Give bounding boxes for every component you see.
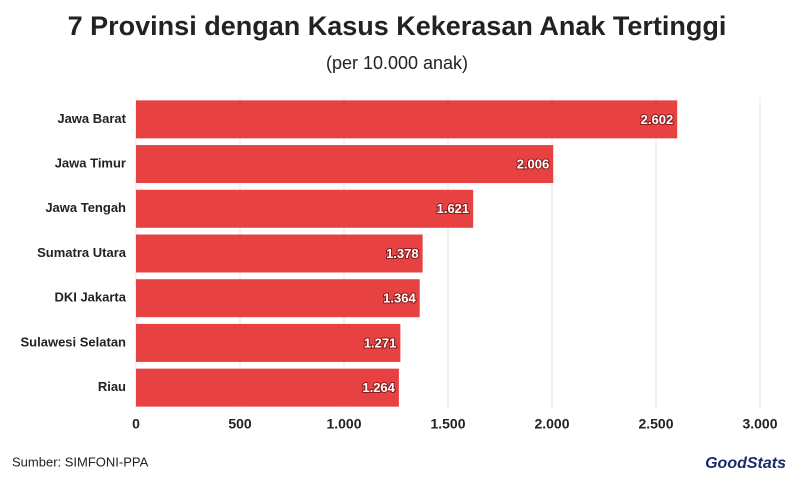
y-tick-label: Riau: [98, 379, 126, 394]
source: Sumber: SIMFONI-PPA: [12, 454, 149, 469]
x-tick-label: 3.000: [742, 416, 777, 432]
value-label: 1.264: [362, 380, 395, 395]
value-label: 2.006: [517, 157, 550, 172]
bar: [136, 368, 399, 407]
x-tick-label: 500: [228, 416, 252, 432]
value-label: 1.364: [383, 291, 416, 306]
y-tick-label: Sumatra Utara: [37, 245, 127, 260]
x-tick-label: 2.500: [638, 416, 673, 432]
value-label: 1.271: [364, 335, 397, 350]
y-tick-label: Jawa Timur: [55, 156, 126, 171]
bar: [136, 145, 554, 184]
x-tick-label: 1.500: [430, 416, 465, 432]
value-label: 1.378: [386, 246, 419, 261]
bar: [136, 234, 423, 273]
bar: [136, 323, 401, 362]
x-tick-label: 2.000: [534, 416, 569, 432]
x-tick-label: 1.000: [326, 416, 361, 432]
y-tick-label: Jawa Tengah: [45, 200, 126, 215]
y-tick-label: Jawa Barat: [57, 111, 126, 126]
y-tick-label: DKI Jakarta: [54, 290, 126, 305]
chart-subtitle: (per 10.000 anak): [326, 53, 468, 73]
bar: [136, 279, 420, 318]
logo: GoodStats: [705, 455, 786, 472]
bar: [136, 100, 678, 139]
chart-title: 7 Provinsi dengan Kasus Kekerasan Anak T…: [68, 11, 727, 41]
bar: [136, 189, 474, 228]
x-tick-label: 0: [132, 416, 140, 432]
value-label: 1.621: [437, 201, 470, 216]
y-tick-label: Sulawesi Selatan: [21, 334, 127, 349]
value-label: 2.602: [641, 112, 674, 127]
